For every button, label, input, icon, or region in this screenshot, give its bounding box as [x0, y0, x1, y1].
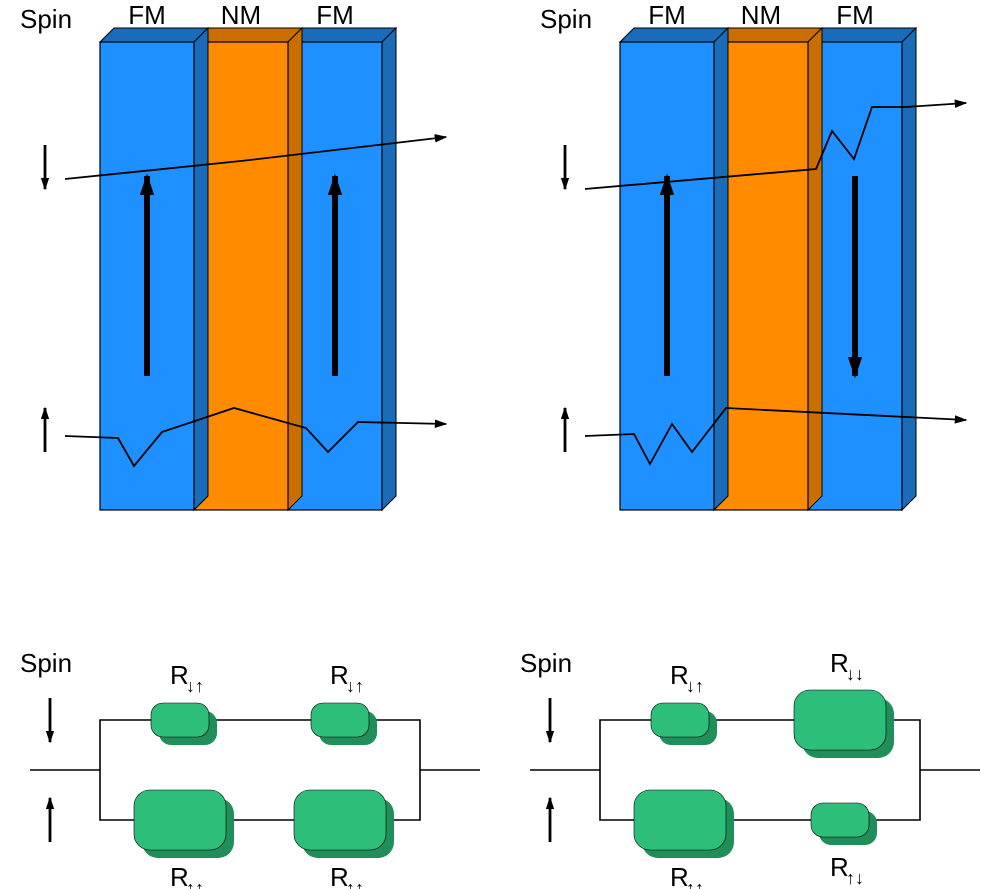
svg-text:↑↑: ↑↑ [686, 878, 704, 889]
svg-text:FM: FM [128, 0, 166, 30]
svg-text:↓↓: ↓↓ [846, 664, 864, 684]
resistor-label: R↑↑ [170, 862, 204, 889]
svg-text:NM: NM [221, 0, 261, 30]
layer-stack: Spin FM NM FM [540, 0, 966, 510]
layer-stack: Spin FM NM FM [20, 0, 446, 510]
svg-text:Spin: Spin [20, 648, 72, 678]
resistor-bot-1 [634, 790, 734, 858]
resistor-circuit: Spin R↓↑ R↓↓ R↑↑ R↑↓ [520, 648, 980, 889]
svg-text:↑↑: ↑↑ [186, 878, 204, 889]
resistor-bot-2 [294, 790, 394, 858]
svg-text:FM: FM [648, 0, 686, 30]
svg-text:FM: FM [316, 0, 354, 30]
svg-text:↓↑: ↓↑ [686, 676, 704, 696]
nm-layer [714, 28, 822, 510]
svg-text:NM: NM [741, 0, 781, 30]
resistor-label: R↑↑ [670, 862, 704, 889]
nm-layer [194, 28, 302, 510]
svg-text:↑↓: ↑↓ [846, 868, 864, 888]
svg-text:Spin: Spin [520, 648, 572, 678]
svg-text:Spin: Spin [20, 4, 72, 34]
resistor-label: R↓↑ [330, 660, 364, 696]
resistor-top-2 [311, 703, 377, 745]
resistor-bot-1 [134, 790, 234, 858]
resistor-top-1 [651, 703, 717, 745]
resistor-label: R↓↑ [170, 660, 204, 696]
resistor-label: R↓↑ [670, 660, 704, 696]
resistor-circuit: Spin R↓↑ R↓↑ R↑↑ R↑↑ [20, 648, 480, 889]
svg-text:↓↑: ↓↑ [186, 676, 204, 696]
svg-text:↑↑: ↑↑ [346, 878, 364, 889]
resistor-top-2 [794, 690, 894, 758]
fm-layer-2 [808, 28, 916, 510]
resistor-label: R↑↑ [330, 862, 364, 889]
resistor-label: R↑↓ [830, 852, 864, 888]
svg-text:FM: FM [836, 0, 874, 30]
resistor-bot-2 [811, 803, 877, 845]
svg-text:Spin: Spin [540, 4, 592, 34]
resistor-top-1 [151, 703, 217, 745]
resistor-label: R↓↓ [830, 648, 864, 684]
svg-text:↓↑: ↓↑ [346, 676, 364, 696]
